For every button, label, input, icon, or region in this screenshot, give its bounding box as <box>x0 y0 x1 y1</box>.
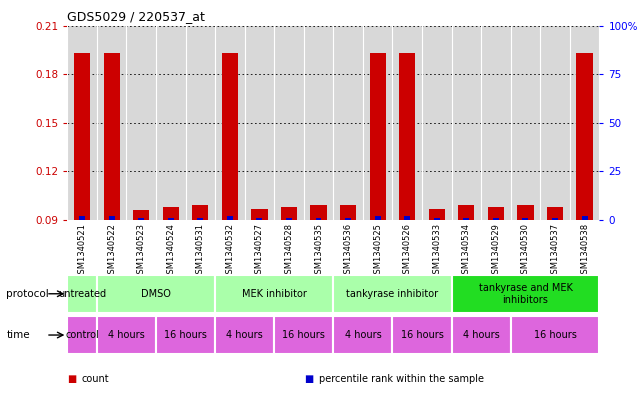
Bar <box>163 207 179 220</box>
Text: GSM1340538: GSM1340538 <box>580 223 589 279</box>
Bar <box>67 275 97 313</box>
Text: GSM1340531: GSM1340531 <box>196 223 205 279</box>
Bar <box>333 275 451 313</box>
Bar <box>251 209 267 220</box>
Bar <box>97 275 215 313</box>
Text: 4 hours: 4 hours <box>226 330 263 340</box>
Bar <box>79 216 85 220</box>
Bar <box>227 216 233 220</box>
Bar <box>133 210 149 220</box>
Bar <box>522 218 528 220</box>
Text: protocol: protocol <box>6 289 49 299</box>
Text: 4 hours: 4 hours <box>463 330 499 340</box>
Bar <box>168 218 174 220</box>
Bar <box>315 218 322 220</box>
Bar <box>156 316 215 354</box>
Bar <box>547 207 563 220</box>
Bar <box>451 316 511 354</box>
Text: 16 hours: 16 hours <box>282 330 325 340</box>
Bar <box>392 316 451 354</box>
Bar <box>310 206 327 220</box>
Bar <box>286 218 292 220</box>
Bar <box>581 216 588 220</box>
Bar <box>399 53 415 220</box>
Text: count: count <box>81 374 109 384</box>
Bar <box>493 218 499 220</box>
Text: control: control <box>65 330 99 340</box>
Text: 16 hours: 16 hours <box>164 330 207 340</box>
Text: 4 hours: 4 hours <box>108 330 145 340</box>
Bar <box>274 316 333 354</box>
Bar <box>552 218 558 220</box>
Text: GSM1340524: GSM1340524 <box>166 223 175 279</box>
Text: GSM1340533: GSM1340533 <box>432 223 441 279</box>
Text: percentile rank within the sample: percentile rank within the sample <box>319 374 483 384</box>
Bar <box>215 275 333 313</box>
Text: GSM1340535: GSM1340535 <box>314 223 323 279</box>
Bar <box>340 206 356 220</box>
Text: GSM1340534: GSM1340534 <box>462 223 471 279</box>
Text: GDS5029 / 220537_at: GDS5029 / 220537_at <box>67 10 205 23</box>
Text: ■: ■ <box>67 374 76 384</box>
Bar <box>345 218 351 220</box>
Text: GSM1340528: GSM1340528 <box>285 223 294 279</box>
Bar <box>333 316 392 354</box>
Text: GSM1340521: GSM1340521 <box>78 223 87 279</box>
Bar <box>375 216 381 220</box>
Text: GSM1340523: GSM1340523 <box>137 223 146 279</box>
Bar <box>109 216 115 220</box>
Text: GSM1340529: GSM1340529 <box>492 223 501 279</box>
Text: GSM1340537: GSM1340537 <box>551 223 560 279</box>
Bar <box>463 218 469 220</box>
Text: untreated: untreated <box>58 289 106 299</box>
Text: GSM1340527: GSM1340527 <box>255 223 264 279</box>
Bar <box>197 218 203 220</box>
Bar <box>222 53 238 220</box>
Text: DMSO: DMSO <box>141 289 171 299</box>
Bar <box>103 53 120 220</box>
Bar <box>458 206 474 220</box>
Bar <box>138 218 144 220</box>
Bar <box>404 216 410 220</box>
Bar <box>511 316 599 354</box>
Bar <box>281 207 297 220</box>
Bar <box>517 206 533 220</box>
Bar <box>369 53 386 220</box>
Text: 16 hours: 16 hours <box>401 330 444 340</box>
Text: 16 hours: 16 hours <box>533 330 576 340</box>
Bar <box>488 207 504 220</box>
Text: ■: ■ <box>304 374 313 384</box>
Bar <box>192 206 208 220</box>
Bar <box>576 53 593 220</box>
Bar <box>434 218 440 220</box>
Text: GSM1340526: GSM1340526 <box>403 223 412 279</box>
Bar <box>451 275 599 313</box>
Text: GSM1340530: GSM1340530 <box>521 223 530 279</box>
Bar <box>215 316 274 354</box>
Bar <box>67 316 97 354</box>
Text: tankyrase inhibitor: tankyrase inhibitor <box>346 289 438 299</box>
Text: GSM1340522: GSM1340522 <box>107 223 116 279</box>
Text: tankyrase and MEK
inhibitors: tankyrase and MEK inhibitors <box>478 283 572 305</box>
Text: 4 hours: 4 hours <box>344 330 381 340</box>
Bar <box>97 316 156 354</box>
Text: GSM1340525: GSM1340525 <box>373 223 382 279</box>
Text: time: time <box>6 330 30 340</box>
Text: GSM1340536: GSM1340536 <box>344 223 353 279</box>
Text: GSM1340532: GSM1340532 <box>226 223 235 279</box>
Bar <box>256 218 262 220</box>
Bar <box>74 53 90 220</box>
Bar <box>429 209 445 220</box>
Text: MEK inhibitor: MEK inhibitor <box>242 289 306 299</box>
